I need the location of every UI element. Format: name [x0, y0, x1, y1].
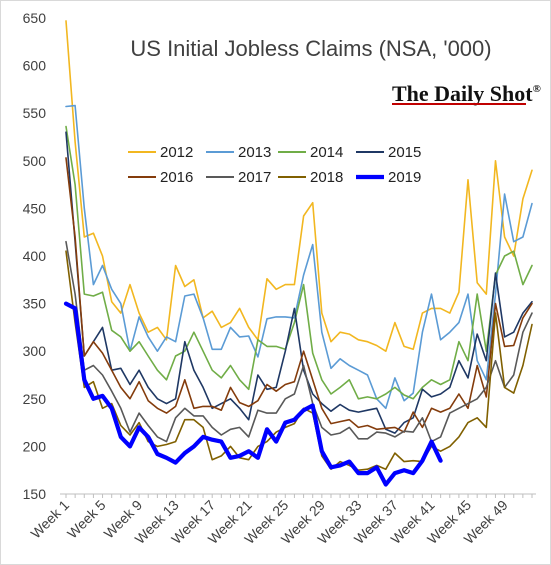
brand-name: The Daily Shot — [392, 81, 533, 106]
y-tick-label: 350 — [23, 296, 47, 312]
y-tick-label: 500 — [23, 153, 47, 169]
series-line-2014 — [65, 125, 533, 400]
series-line-2012 — [65, 20, 533, 353]
legend-label-2012: 2012 — [160, 144, 193, 161]
chart-title: US Initial Jobless Claims (NSA, '000) — [130, 36, 491, 61]
legend-label-2019: 2019 — [388, 169, 421, 186]
series-line-2015 — [65, 131, 533, 434]
series-line-2013 — [65, 104, 533, 410]
brand-logo: The Daily Shot® — [392, 81, 541, 106]
y-tick-label: 550 — [23, 105, 47, 121]
series-line-2017 — [65, 240, 533, 443]
svg-text:The Daily Shot®: The Daily Shot® — [392, 81, 541, 106]
legend: 2012 2013 2014 2015 2016 2017 2018 2019 — [128, 144, 421, 186]
y-tick-label: 400 — [23, 248, 47, 264]
y-axis: 150 200 250 300 350 400 450 500 550 600 650 — [23, 10, 47, 502]
y-tick-label: 600 — [23, 58, 47, 74]
legend-label-2014: 2014 — [310, 144, 343, 161]
legend-label-2016: 2016 — [160, 169, 193, 186]
legend-label-2013: 2013 — [238, 144, 271, 161]
y-tick-label: 300 — [23, 343, 47, 359]
y-tick-label: 650 — [23, 10, 47, 26]
y-tick-label: 150 — [23, 486, 47, 502]
series-line-2016 — [65, 157, 533, 433]
y-tick-label: 450 — [23, 200, 47, 216]
legend-label-2017: 2017 — [238, 169, 271, 186]
brand-registered-mark: ® — [533, 83, 541, 95]
legend-label-2015: 2015 — [388, 144, 421, 161]
series-line-2019 — [63, 301, 443, 487]
series-lines — [63, 20, 533, 487]
legend-label-2018: 2018 — [310, 169, 343, 186]
y-tick-label: 250 — [23, 391, 47, 407]
y-tick-label: 200 — [23, 438, 47, 454]
